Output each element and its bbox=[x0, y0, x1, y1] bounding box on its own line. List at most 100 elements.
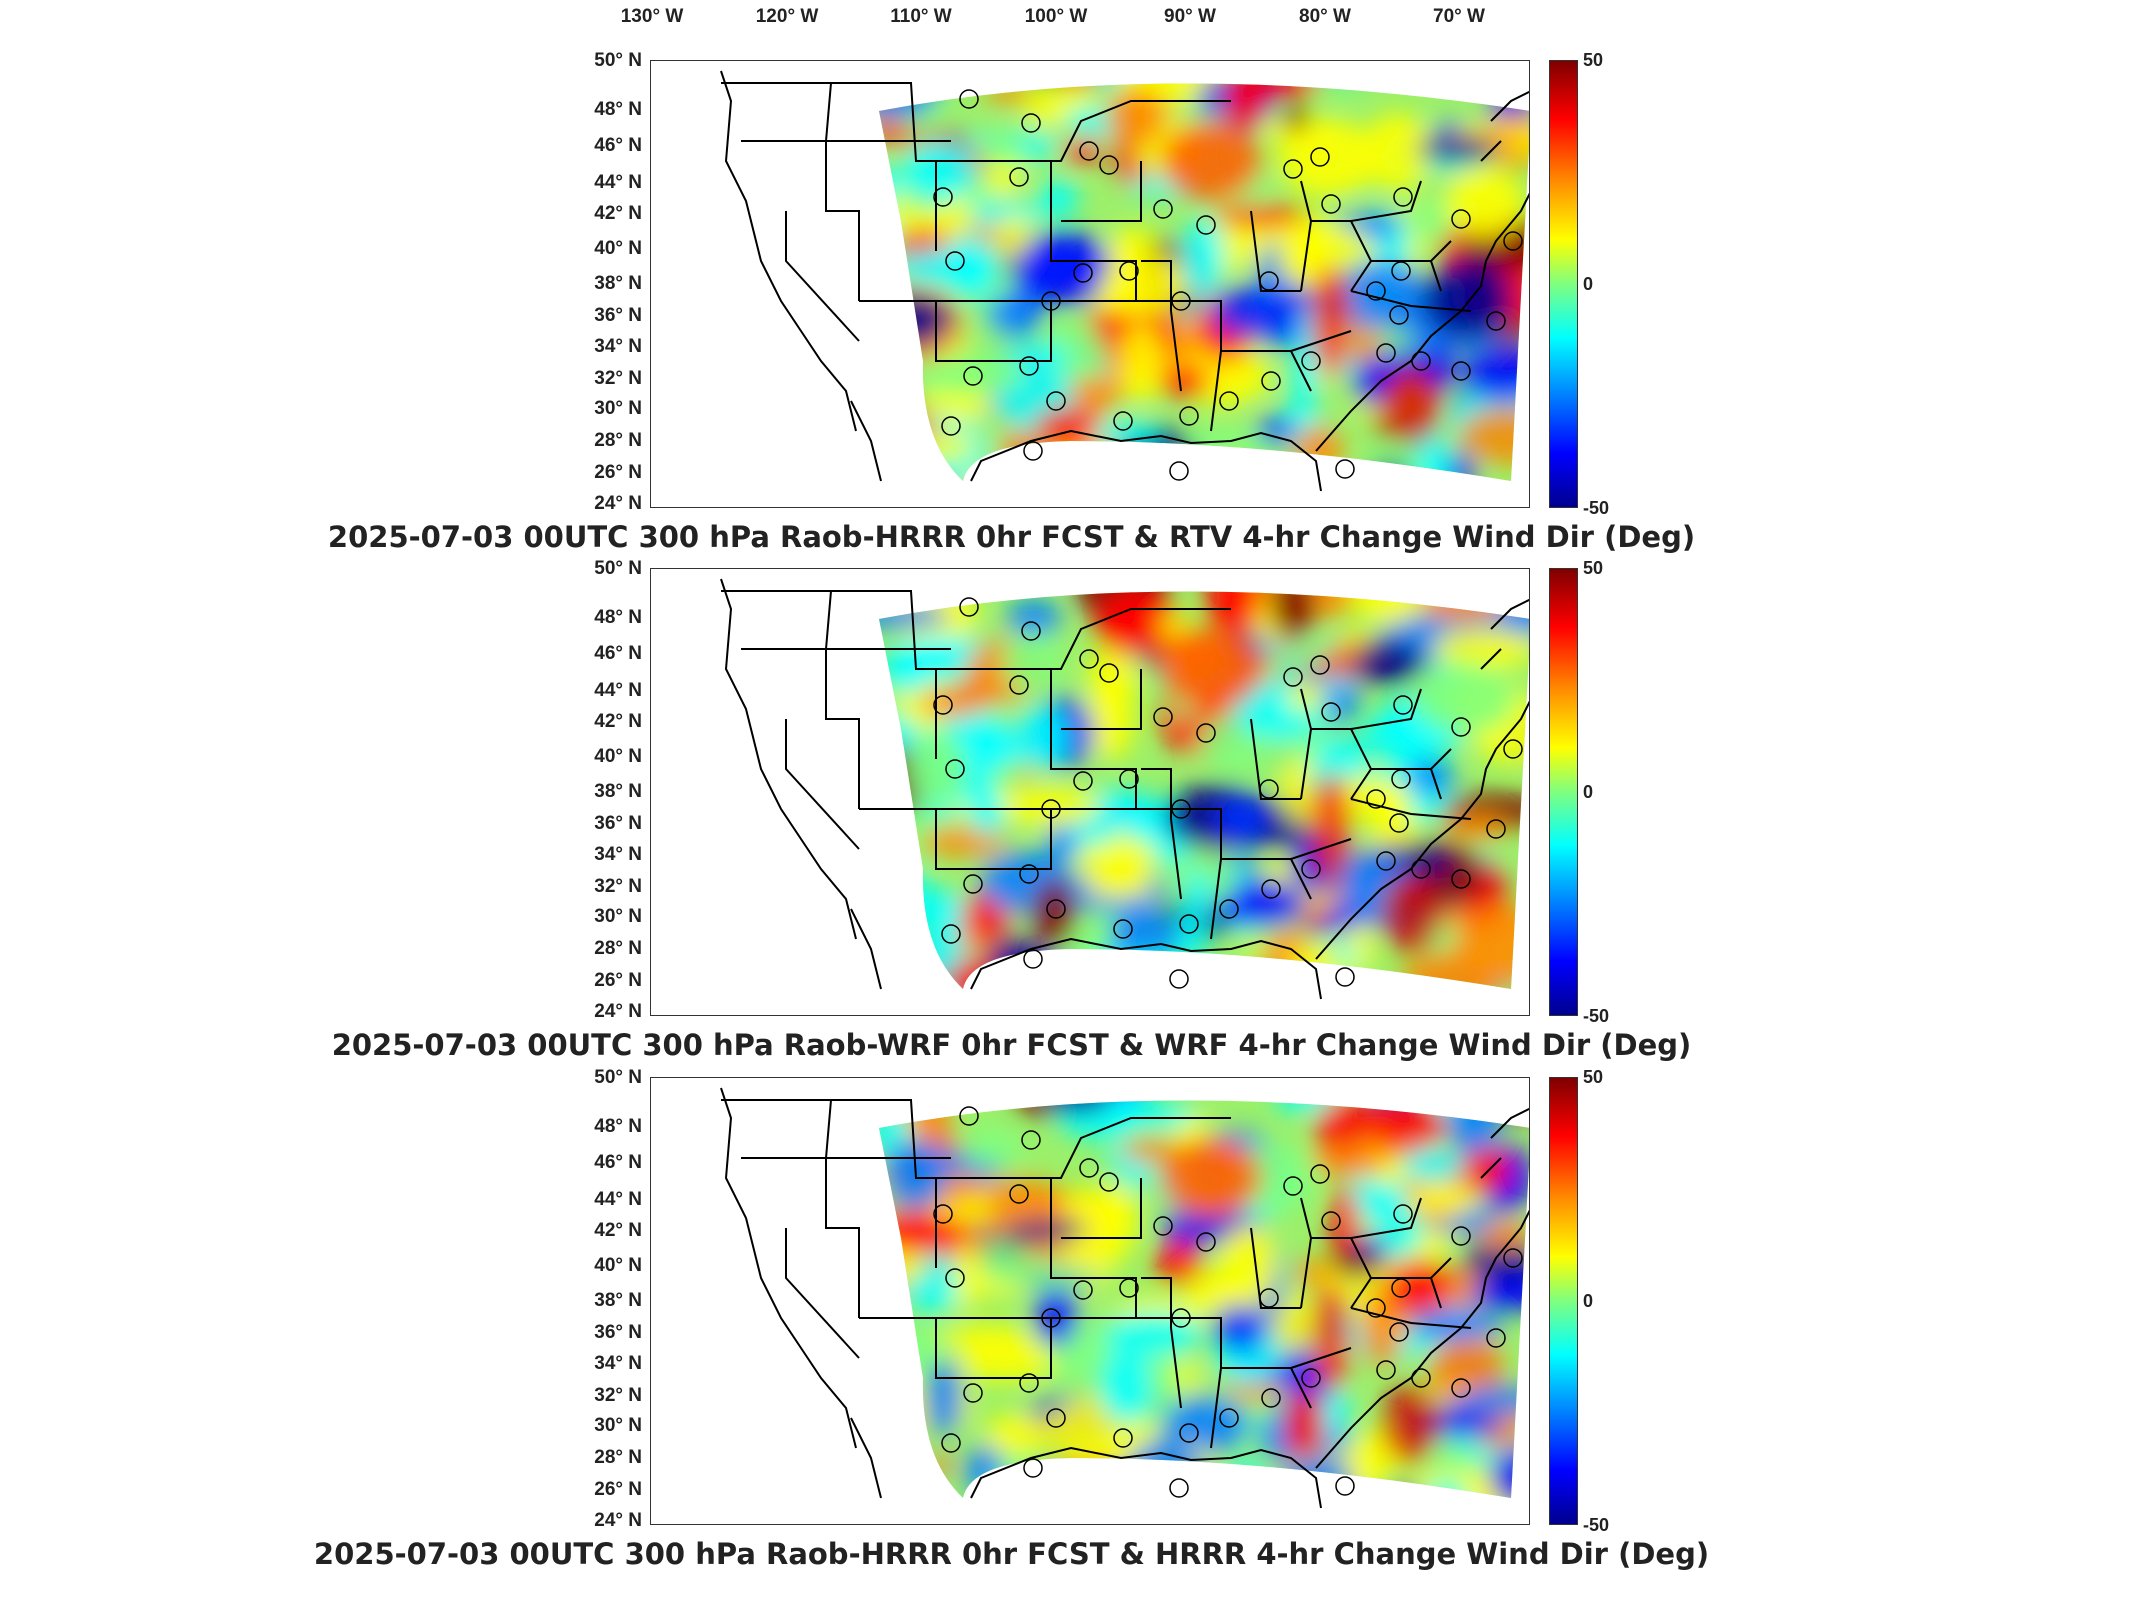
lon-label: 110° W bbox=[890, 6, 952, 27]
station-marker bbox=[945, 1268, 965, 1288]
panel-title: 2025-07-03 00UTC 300 hPa Raob-WRF 0hr FC… bbox=[331, 1028, 1692, 1062]
lat-label: 40° N bbox=[594, 1254, 642, 1276]
station-marker bbox=[1376, 1360, 1396, 1380]
station-marker bbox=[941, 924, 961, 944]
lat-label: 28° N bbox=[594, 430, 642, 452]
station-marker bbox=[1389, 305, 1409, 325]
colorbar-min-label: -50 bbox=[1583, 1515, 1610, 1535]
lat-label: 40° N bbox=[594, 745, 642, 767]
colorbar bbox=[1549, 568, 1578, 1016]
station-marker bbox=[1171, 799, 1191, 819]
station-marker bbox=[1113, 1428, 1133, 1448]
panel-title: 2025-07-03 00UTC 300 hPa Raob-HRRR 0hr F… bbox=[313, 1537, 1710, 1571]
station-marker bbox=[1021, 113, 1041, 133]
station-marker bbox=[963, 874, 983, 894]
station-marker bbox=[1261, 879, 1281, 899]
lat-label: 42° N bbox=[594, 710, 642, 732]
lat-label: 38° N bbox=[594, 1290, 642, 1312]
station-marker bbox=[1219, 899, 1239, 919]
map-canvas bbox=[720, 1087, 1529, 1509]
state-boundaries bbox=[720, 70, 1529, 492]
lon-label: 120° W bbox=[755, 6, 819, 27]
station-marker bbox=[1019, 356, 1039, 376]
lat-label: 48° N bbox=[594, 607, 642, 629]
station-marker bbox=[1196, 1232, 1216, 1252]
station-marker bbox=[1503, 1248, 1523, 1268]
station-marker bbox=[1169, 969, 1189, 989]
station-marker bbox=[1169, 461, 1189, 481]
state-boundaries bbox=[720, 578, 1529, 1000]
station-marker bbox=[1079, 1158, 1099, 1178]
colorbar-min-label: -50 bbox=[1583, 498, 1610, 518]
station-marker bbox=[1219, 391, 1239, 411]
station-marker bbox=[1301, 351, 1321, 371]
lat-label: 26° N bbox=[594, 1479, 642, 1501]
station-marker bbox=[1503, 739, 1523, 759]
lat-label: 28° N bbox=[594, 1447, 642, 1469]
lat-label: 34° N bbox=[594, 335, 642, 357]
station-marker bbox=[1009, 167, 1029, 187]
lat-label: 26° N bbox=[594, 462, 642, 484]
map-canvas bbox=[720, 70, 1529, 492]
station-marker bbox=[1023, 949, 1043, 969]
station-marker bbox=[1335, 1476, 1355, 1496]
station-marker bbox=[1113, 411, 1133, 431]
station-marker bbox=[1021, 621, 1041, 641]
lat-label: 46° N bbox=[594, 135, 642, 157]
colorbar bbox=[1549, 60, 1578, 508]
state-boundaries bbox=[720, 1087, 1529, 1509]
station-marker bbox=[1503, 231, 1523, 251]
lat-label: 42° N bbox=[594, 1219, 642, 1241]
station-marker bbox=[1451, 717, 1471, 737]
lon-label: 130° W bbox=[620, 6, 684, 27]
station-marker bbox=[1153, 1216, 1173, 1236]
station-marker bbox=[1321, 1211, 1341, 1231]
lat-label: 50° N bbox=[594, 1067, 642, 1088]
station-marker bbox=[1261, 1388, 1281, 1408]
station-marker bbox=[945, 251, 965, 271]
station-marker bbox=[1391, 261, 1411, 281]
station-marker bbox=[963, 366, 983, 386]
station-marker bbox=[1153, 707, 1173, 727]
lon-label: 90° W bbox=[1164, 6, 1216, 27]
lat-label: 44° N bbox=[594, 172, 642, 194]
longitude-axis: 130° W 120° W 110° W 100° W 90° W 80° W … bbox=[0, 6, 2133, 36]
colorbar-min-label: -50 bbox=[1583, 1006, 1610, 1026]
station-marker bbox=[1099, 663, 1119, 683]
raob-stations bbox=[933, 1106, 1523, 1498]
station-marker bbox=[1451, 361, 1471, 381]
station-marker bbox=[1119, 261, 1139, 281]
station-marker bbox=[1261, 371, 1281, 391]
station-marker bbox=[1179, 406, 1199, 426]
wind-direction-map bbox=[650, 568, 1530, 1016]
map-canvas bbox=[720, 578, 1529, 1000]
lat-label: 48° N bbox=[594, 99, 642, 121]
lat-label: 40° N bbox=[594, 237, 642, 259]
station-marker bbox=[1119, 1278, 1139, 1298]
lon-label: 100° W bbox=[1024, 6, 1088, 27]
lat-label: 38° N bbox=[594, 273, 642, 295]
color-field bbox=[879, 83, 1529, 481]
station-marker bbox=[1099, 155, 1119, 175]
station-marker bbox=[1486, 819, 1506, 839]
colorbar bbox=[1549, 1077, 1578, 1525]
raob-stations bbox=[933, 89, 1523, 481]
station-marker bbox=[1179, 1423, 1199, 1443]
station-marker bbox=[1335, 967, 1355, 987]
lat-label: 32° N bbox=[594, 367, 642, 389]
station-marker bbox=[1113, 919, 1133, 939]
station-marker bbox=[1283, 667, 1303, 687]
lat-label: 44° N bbox=[594, 680, 642, 702]
lat-label: 24° N bbox=[594, 1509, 642, 1531]
station-marker bbox=[1393, 695, 1413, 715]
station-marker bbox=[1376, 851, 1396, 871]
lat-label: 30° N bbox=[594, 906, 642, 928]
station-marker bbox=[959, 597, 979, 617]
station-marker bbox=[1310, 655, 1330, 675]
station-marker bbox=[1411, 859, 1431, 879]
colorbar-max-label: 50 bbox=[1583, 1067, 1604, 1087]
station-marker bbox=[1171, 291, 1191, 311]
station-marker bbox=[1023, 441, 1043, 461]
station-marker bbox=[1486, 311, 1506, 331]
colorbar-mid-label: 0 bbox=[1583, 1291, 1594, 1311]
